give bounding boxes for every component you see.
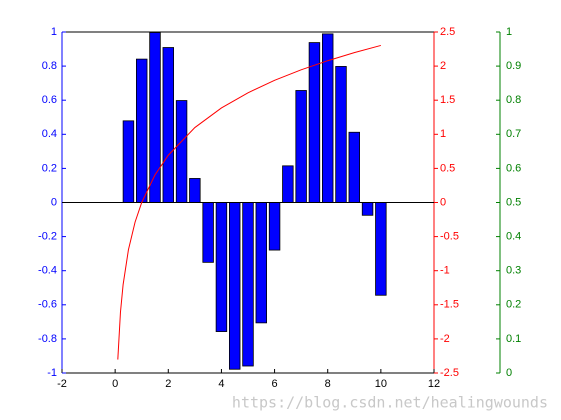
bar	[361, 202, 374, 216]
y-tick-label: -0.4	[38, 265, 57, 277]
y-tick-label: -0.6	[38, 299, 57, 311]
y3-tick-label: 0.9	[506, 60, 521, 72]
y2-tick-label: 0	[440, 196, 446, 208]
bar	[375, 202, 387, 296]
bar	[228, 202, 241, 370]
y-tick-label: 1	[51, 26, 57, 38]
y3-tick-label: 0.7	[506, 128, 521, 140]
y-tick-label: 0.4	[42, 128, 57, 140]
x-tick-label: 0	[112, 378, 118, 390]
x-tick-label: 6	[272, 378, 278, 390]
bar	[295, 90, 307, 203]
x-tick-label: 4	[218, 378, 224, 390]
bar	[335, 66, 347, 203]
y2-tick-label: -2	[440, 333, 450, 345]
bar	[149, 32, 161, 203]
y-tick-label: -1	[47, 367, 57, 379]
y2-tick-label: -0.5	[440, 231, 459, 243]
y2-tick-label: -1	[440, 265, 450, 277]
y3-tick-label: 0.6	[506, 162, 521, 174]
y3-tick-label: 0.5	[506, 196, 521, 208]
bar	[122, 120, 135, 203]
line	[117, 44, 381, 360]
bar	[189, 178, 201, 203]
x-tick-label: 2	[165, 378, 171, 390]
y2-tick-label: 1	[440, 128, 446, 140]
y2-tick-label: 2.5	[440, 26, 455, 38]
y-tick-label: 0	[51, 196, 57, 208]
watermark: https://blog.csdn.net/healingwounds	[232, 394, 548, 412]
x-tick-label: 10	[375, 378, 387, 390]
y-tick-label: -0.8	[38, 333, 57, 345]
bar	[282, 165, 294, 203]
y3-tick-label: 0.3	[506, 265, 521, 277]
bar	[242, 202, 254, 367]
y-tick-label: 0.2	[42, 162, 57, 174]
x-tick-label: -2	[57, 378, 67, 390]
y-tick-label: 0.6	[42, 94, 57, 106]
bar	[162, 47, 175, 203]
bar	[135, 58, 148, 203]
bar	[255, 202, 268, 324]
y3-tick-label: 0.2	[506, 299, 521, 311]
y-tick-label: -0.2	[38, 231, 57, 243]
y-tick-label: 0.8	[42, 60, 57, 72]
bar	[348, 131, 361, 203]
y3-tick-label: 0.1	[506, 333, 521, 345]
x-tick-label: 8	[325, 378, 331, 390]
y2-tick-label: 1.5	[440, 94, 455, 106]
x-tick-label: 12	[428, 378, 440, 390]
y3-tick-label: 0.8	[506, 94, 521, 106]
bar	[268, 202, 281, 251]
bar	[175, 100, 188, 203]
y3-tick-label: 1	[506, 26, 512, 38]
y2-tick-label: -2.5	[440, 367, 459, 379]
y3-tick-label: 0	[506, 367, 512, 379]
y2-tick-label: 2	[440, 60, 446, 72]
bar	[215, 202, 228, 332]
y2-tick-label: -1.5	[440, 299, 459, 311]
bar	[202, 202, 214, 263]
y2-tick-label: 0.5	[440, 162, 455, 174]
y3-tick-label: 0.4	[506, 231, 521, 243]
